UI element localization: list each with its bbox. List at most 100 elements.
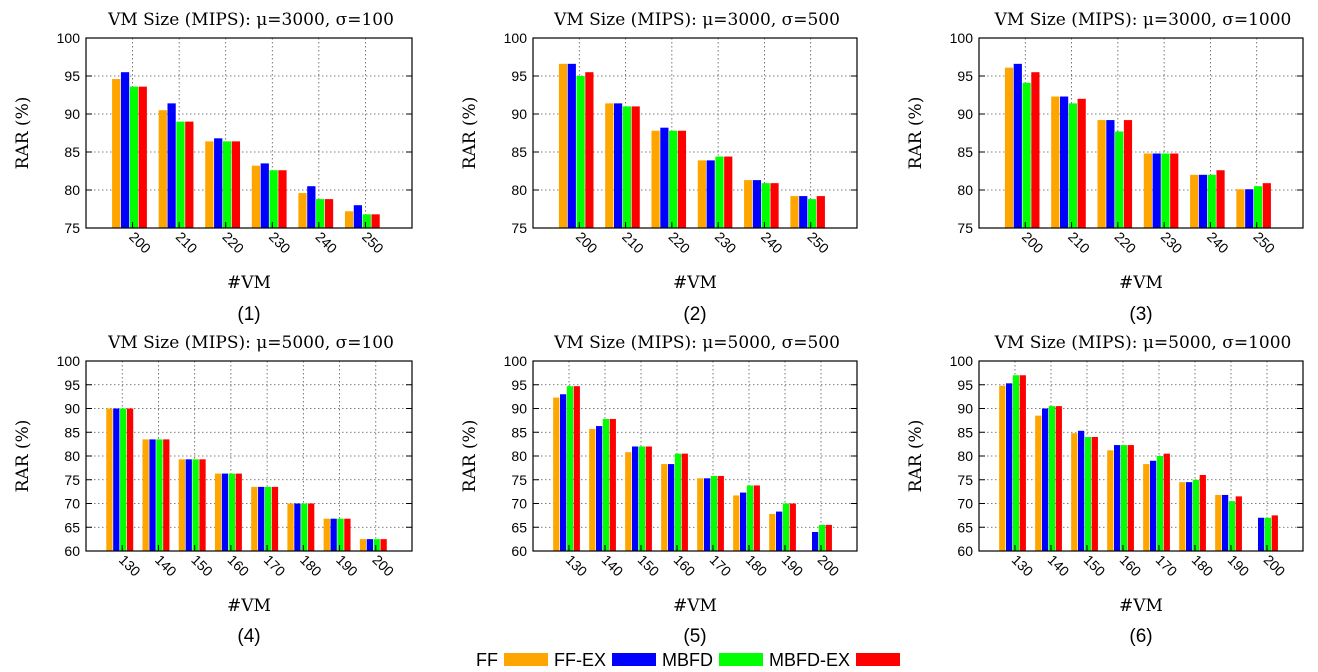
bar-mbfd-ex-210 — [185, 121, 194, 228]
plot-frame — [532, 360, 858, 552]
bar-ff-200 — [359, 539, 367, 552]
bar-ff-220 — [205, 141, 214, 228]
bar-mbfd-ex-140 — [163, 439, 170, 552]
y-tick-label: 95 — [511, 68, 527, 84]
bar-mbfd-180 — [1192, 479, 1200, 551]
x-tick-label: 230 — [266, 229, 294, 257]
bar-ff-160 — [1107, 450, 1114, 551]
bar-ff-ex-170 — [704, 478, 711, 551]
bar-mbfd-ex-180 — [1199, 475, 1206, 551]
bar-mbfd-240 — [1207, 174, 1216, 228]
bar-mbfd-ex-150 — [645, 446, 652, 551]
bar-ff-ex-130 — [560, 394, 567, 551]
y-tick-label: 75 — [511, 220, 527, 236]
bar-mbfd-220 — [222, 141, 232, 228]
y-tick-label: 80 — [511, 182, 527, 198]
x-tick-label: 170 — [261, 552, 289, 580]
bar-ff-ex-140 — [1042, 408, 1049, 551]
legend-swatch — [719, 653, 763, 666]
bar-ff-250 — [790, 196, 799, 228]
x-tick-label: 170 — [707, 552, 735, 580]
bar-ff-220 — [1097, 120, 1106, 228]
y-tick-label: 80 — [957, 448, 973, 464]
y-tick-label: 75 — [64, 472, 80, 488]
bar-mbfd-180 — [301, 503, 308, 551]
x-tick-label: 250 — [1250, 229, 1278, 257]
y-tick-label: 90 — [957, 401, 973, 417]
bar-mbfd-ex-220 — [1123, 120, 1133, 228]
bar-mbfd-ex-170 — [717, 475, 724, 551]
x-axis-label: #VM — [1119, 273, 1163, 293]
bar-ff-ex-160 — [221, 473, 229, 551]
x-axis-label: #VM — [227, 273, 271, 293]
bar-mbfd-130 — [1012, 375, 1020, 551]
bar-mbfd-ex-180 — [308, 503, 315, 551]
bar-mbfd-170 — [264, 486, 272, 552]
bar-ff-200 — [1004, 67, 1014, 228]
plot-frame — [978, 360, 1304, 552]
bar-ff-130 — [999, 385, 1006, 551]
x-tick-label: 220 — [665, 229, 693, 257]
bar-mbfd-ex-200 — [380, 539, 387, 552]
legend-item-mbfd: MBFD — [662, 650, 763, 670]
bar-mbfd-150 — [192, 459, 199, 551]
x-tick-label: 170 — [1153, 552, 1181, 580]
bar-ff-190 — [1215, 494, 1222, 551]
bar-mbfd-ex-170 — [1163, 453, 1170, 552]
bar-mbfd-150 — [638, 446, 646, 551]
bar-mbfd-ex-250 — [1262, 183, 1271, 228]
bar-ff-220 — [651, 130, 660, 228]
bar-ff-200 — [112, 79, 121, 228]
bar-ff-140 — [589, 428, 596, 551]
bar-ff-ex-240 — [752, 180, 762, 228]
x-tick-label: 250 — [359, 229, 387, 257]
x-tick-label: 220 — [1111, 229, 1139, 257]
bar-mbfd-200 — [818, 524, 826, 552]
bar-mbfd-ex-230 — [1170, 153, 1179, 228]
bar-ff-230 — [251, 165, 261, 228]
y-tick-label: 90 — [511, 106, 527, 122]
y-tick-label: 85 — [511, 144, 527, 160]
bar-mbfd-ex-130 — [573, 386, 580, 551]
bar-ff-140 — [1035, 415, 1042, 552]
bar-mbfd-ex-190 — [1235, 496, 1242, 552]
y-tick-label: 100 — [504, 353, 528, 369]
bar-ff-ex-250 — [799, 196, 808, 228]
bar-mbfd-ex-200 — [1271, 515, 1278, 552]
bar-ff-ex-230 — [706, 160, 715, 228]
bar-mbfd-170 — [1156, 456, 1164, 551]
legend-label: MBFD — [662, 650, 713, 670]
bar-mbfd-230 — [1161, 153, 1170, 228]
legend-label: FF — [476, 650, 498, 670]
chart-panel-6: VM Size (MIPS): μ=5000, σ=1000 60 65 70 75 80… — [906, 333, 1304, 647]
bar-ff-ex-180 — [1186, 482, 1193, 552]
bar-ff-ex-150 — [1078, 430, 1085, 551]
bar-mbfd-ex-210 — [1077, 98, 1086, 228]
x-tick-label: 150 — [635, 552, 663, 580]
bar-ff-ex-220 — [1106, 120, 1115, 228]
panel-label: (6) — [1129, 626, 1152, 647]
bar-mbfd-ex-220 — [677, 130, 687, 228]
x-tick-label: 200 — [573, 229, 601, 257]
bar-ff-ex-130 — [1006, 383, 1013, 551]
x-tick-label: 200 — [1019, 229, 1047, 257]
y-tick-label: 95 — [64, 377, 80, 393]
bar-ff-ex-180 — [294, 503, 301, 551]
bar-mbfd-ex-160 — [235, 473, 242, 551]
bar-ff-230 — [1143, 153, 1152, 228]
chart-panel-1: VM Size (MIPS): μ=3000, σ=100 75 80 85 90 95 1… — [13, 10, 413, 325]
y-tick-label: 65 — [511, 519, 527, 535]
bar-ff-130 — [553, 397, 560, 551]
y-tick-label: 80 — [64, 448, 80, 464]
y-tick-label: 100 — [57, 353, 81, 369]
x-tick-label: 160 — [671, 552, 699, 580]
x-tick-label: 190 — [779, 552, 807, 580]
x-tick-label: 180 — [1189, 552, 1217, 580]
bar-ff-ex-150 — [632, 446, 639, 551]
bar-mbfd-240 — [316, 199, 325, 228]
bar-ff-ex-220 — [660, 127, 669, 228]
x-tick-label: 130 — [116, 552, 144, 580]
y-tick-label: 75 — [64, 220, 80, 236]
bar-mbfd-130 — [120, 408, 127, 551]
